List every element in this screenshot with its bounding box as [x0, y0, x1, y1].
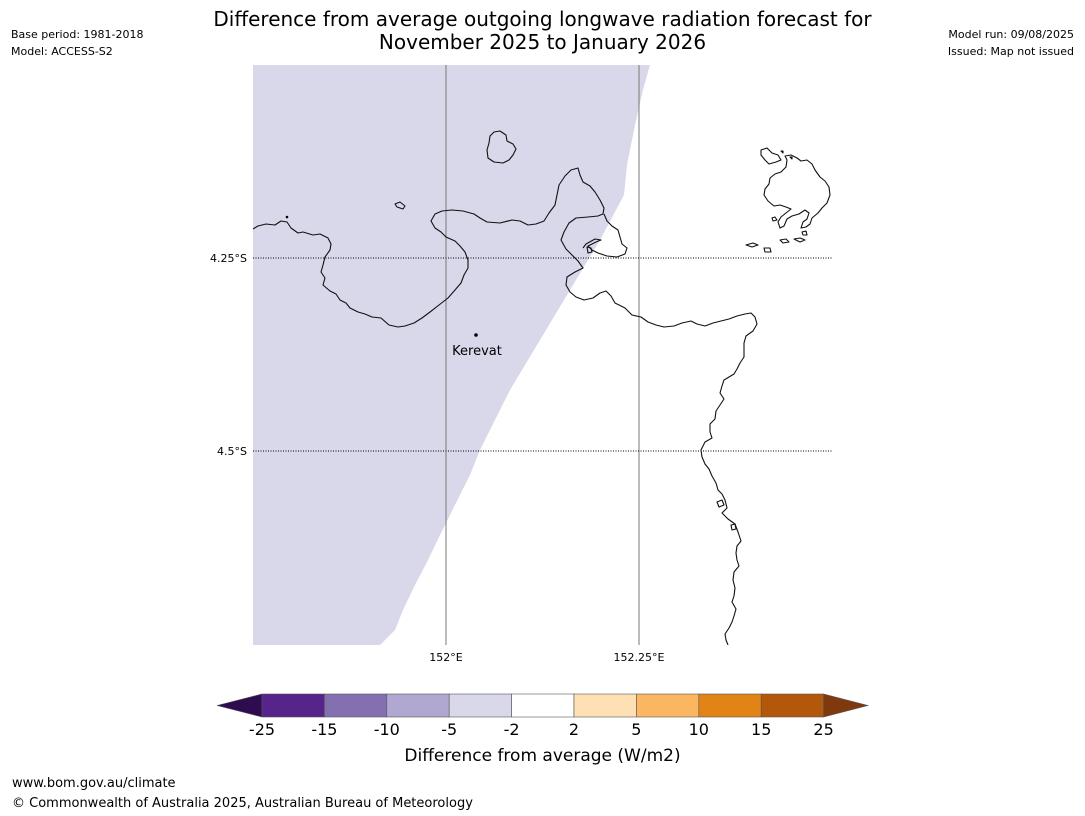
colorbar-extend-high: [823, 693, 870, 718]
base-period-text: Base period: 1981-2018: [11, 28, 144, 41]
footer-url: www.bom.gov.au/climate: [12, 776, 176, 791]
kerevat-marker: [474, 333, 478, 337]
colorbar-tick: 10: [688, 720, 709, 739]
lon-label-152e: 152°E: [429, 651, 462, 664]
issued-text: Issued: Map not issued: [947, 45, 1074, 58]
colorbar-bin-7: [636, 693, 700, 718]
colorbar-tick: 15: [751, 720, 772, 739]
islet-west: [394, 201, 406, 210]
colorbar-bin-6: [573, 693, 637, 718]
title-line-2: November 2025 to January 2026: [378, 30, 707, 54]
colorbar-extend-low: [216, 693, 263, 718]
colorbar-bin-9: [760, 693, 824, 718]
map-title: Difference from average outgoing longwav…: [0, 8, 1085, 54]
colorbar-tick: -2: [503, 720, 520, 739]
colorbar-bin-5: [511, 693, 575, 718]
islet-south: [716, 499, 737, 531]
colorbar-bin-4: [448, 693, 512, 718]
colorbar-bin-2: [324, 693, 388, 718]
model-text: Model: ACCESS-S2: [11, 45, 113, 58]
colorbar-tick-labels: -25 -15 -10 -5 -2 2 5 10 15 25: [0, 720, 1085, 740]
coastline-west-bay: [253, 167, 758, 645]
lat-label-4-25s: 4.25°S: [210, 252, 247, 265]
colorbar-tick: -5: [441, 720, 458, 739]
island-north: [486, 130, 517, 164]
colorbar-bin-1: [261, 693, 325, 718]
footer-copyright: © Commonwealth of Australia 2025, Austra…: [12, 796, 473, 811]
islet-dot: [285, 215, 289, 219]
colorbar-tick: -25: [248, 720, 276, 739]
model-run-text: Model run: 09/08/2025: [948, 28, 1074, 41]
duke-of-york-islands: [745, 147, 831, 253]
colorbar-bin-8: [698, 693, 762, 718]
kerevat-label: Kerevat: [452, 344, 502, 359]
colorbar-bin-3: [386, 693, 450, 718]
colorbar: [216, 693, 870, 718]
lat-label-4-5s: 4.5°S: [217, 445, 247, 458]
islet-far-north: [780, 150, 793, 160]
colorbar-tick: 2: [568, 720, 580, 739]
colorbar-tick: 25: [813, 720, 834, 739]
colorbar-label: Difference from average (W/m2): [404, 746, 681, 766]
colorbar-tick: -10: [373, 720, 400, 739]
lon-label-152-25e: 152.25°E: [614, 651, 665, 664]
title-line-1: Difference from average outgoing longwav…: [213, 7, 872, 31]
colorbar-tick: -15: [311, 720, 338, 739]
metadata-left: Base period: 1981-2018 Model: ACCESS-S2: [11, 26, 143, 60]
islet-coastal-1: [586, 246, 593, 254]
metadata-right: Model run: 09/08/2025 Issued: Map not is…: [948, 26, 1074, 60]
colorbar-tick: 5: [631, 720, 642, 739]
coastline-inner-peninsula: [582, 213, 628, 258]
